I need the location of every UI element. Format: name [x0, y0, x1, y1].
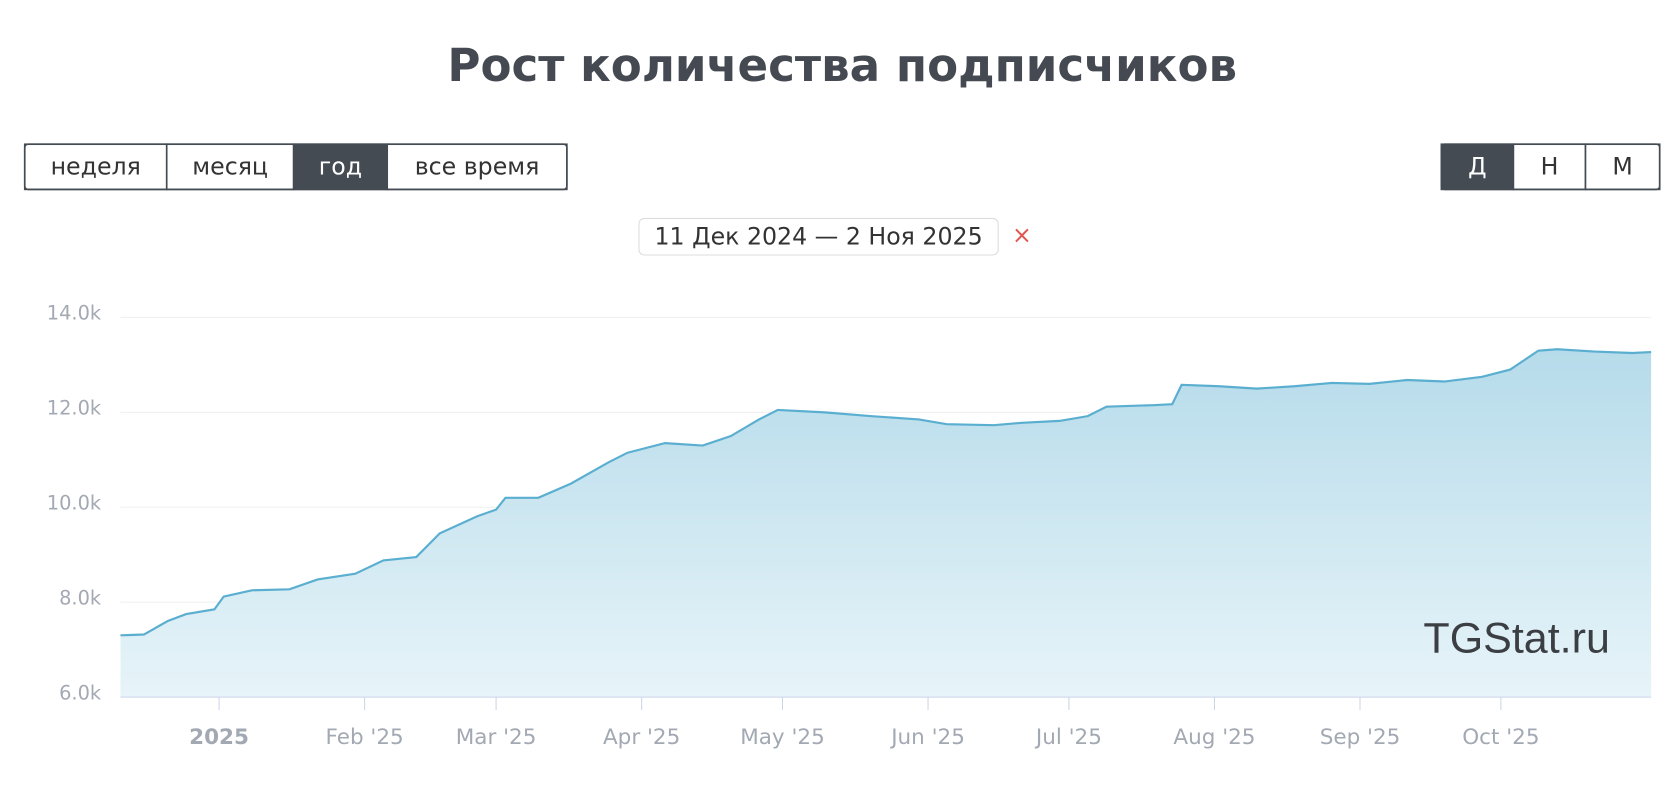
x-tick-label: 2025 — [189, 725, 249, 750]
x-tick-label: Apr '25 — [603, 725, 680, 750]
x-tick-label: Jun '25 — [889, 725, 965, 750]
button-label: все время — [415, 152, 540, 180]
area-line — [120, 348, 1652, 637]
date-range: 11 Дек 2024 — 2 Ноя 2025 — [654, 222, 982, 250]
x-tick-label: Mar '25 — [456, 725, 537, 750]
y-tick-label: 8.0k — [59, 586, 102, 609]
x-tick-label: Jul '25 — [1034, 725, 1102, 750]
button-bg — [23, 143, 168, 191]
button-label: месяц — [192, 152, 268, 180]
clear-button[interactable]: × — [1012, 221, 1032, 249]
x-tick-label: Feb '25 — [326, 725, 404, 750]
button-bg — [1512, 143, 1587, 191]
button-group-border — [23, 143, 568, 191]
y-tick-label: 6.0k — [59, 681, 102, 704]
chart-title: Рост количества подписчиков — [447, 39, 1237, 92]
x-tick-label: Sep '25 — [1320, 725, 1401, 750]
button-label: Д — [1468, 152, 1486, 180]
segment-button[interactable]: Д — [1440, 143, 1515, 191]
segment-button[interactable]: все время — [386, 143, 568, 191]
watermark: TGStat.ru — [1423, 615, 1609, 663]
button-label: неделя — [51, 152, 141, 180]
y-tick-label: 12.0k — [47, 397, 102, 420]
button-bg — [165, 143, 295, 191]
x-tick-label: May '25 — [740, 725, 825, 750]
button-label: год — [319, 152, 362, 180]
segment-button[interactable]: Н — [1512, 143, 1587, 191]
segment-button[interactable]: месяц — [165, 143, 295, 191]
button-label: М — [1612, 152, 1632, 180]
segment-button[interactable]: неделя — [23, 143, 168, 191]
button-label: Н — [1541, 152, 1559, 180]
x-tick-label: Oct '25 — [1462, 725, 1539, 750]
y-tick-label: 14.0k — [47, 302, 102, 325]
button-bg — [1584, 143, 1661, 191]
x-tick-label: Aug '25 — [1173, 725, 1255, 750]
area-fill — [120, 349, 1652, 698]
button-group-border — [1440, 143, 1661, 191]
segment-button[interactable]: М — [1584, 143, 1661, 191]
segment-button[interactable]: год — [292, 143, 389, 191]
date-range-box — [638, 217, 999, 256]
y-tick-label: 10.0k — [47, 492, 102, 515]
